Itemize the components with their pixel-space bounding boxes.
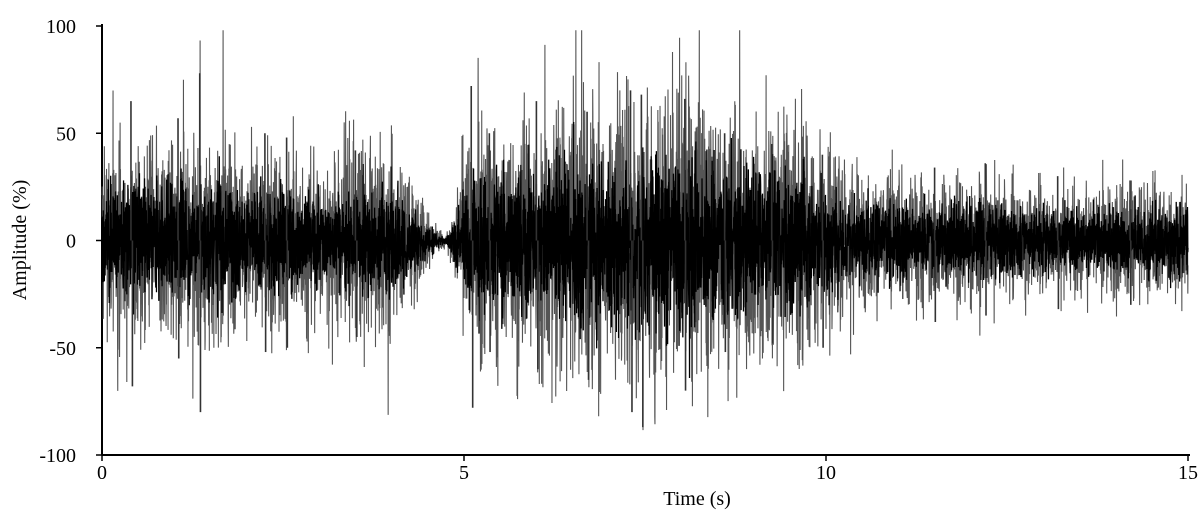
x-tick-label: 10 — [816, 462, 836, 484]
y-axis-ticks: 100 50 0 -50 -100 — [39, 16, 102, 467]
y-tick-label: 0 — [66, 231, 76, 253]
y-tick-label: -100 — [39, 445, 76, 467]
y-tick-label: 50 — [56, 123, 76, 145]
x-axis-ticks: 0 5 10 15 — [97, 455, 1198, 484]
x-axis-label: Time (s) — [663, 488, 731, 510]
signal-trace — [101, 122, 1189, 378]
y-tick-label: 100 — [46, 16, 76, 38]
y-tick-label: -50 — [49, 338, 76, 360]
x-tick-label: 5 — [459, 462, 469, 484]
x-tick-label: 15 — [1178, 462, 1198, 484]
x-tick-label: 0 — [97, 462, 107, 484]
y-axis-label: Amplitude (%) — [9, 180, 31, 301]
plot-area — [101, 24, 1190, 456]
